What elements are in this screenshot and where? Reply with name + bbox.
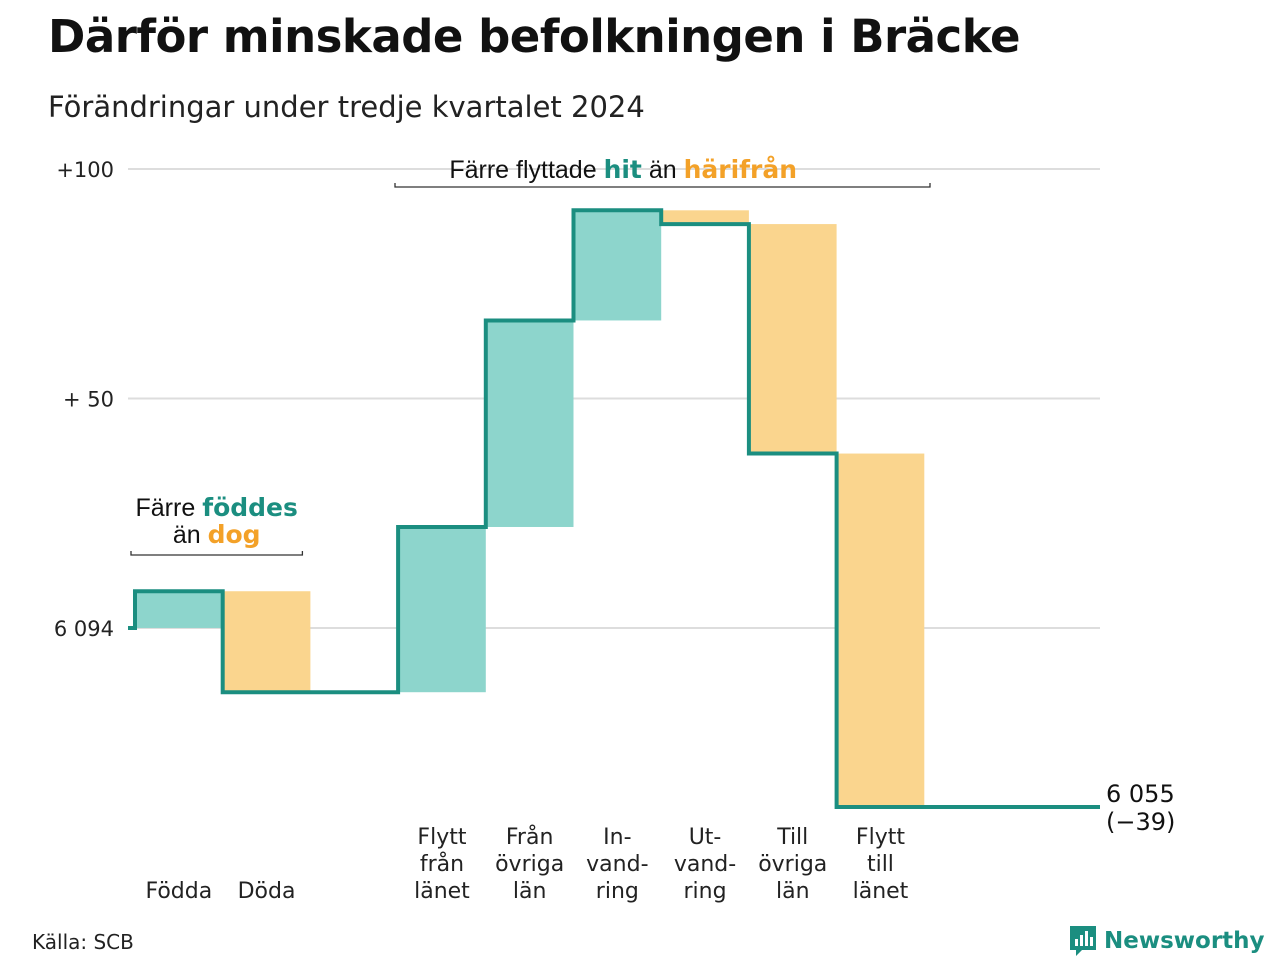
waterfall-bar — [748, 224, 837, 454]
category-label: övriga — [495, 852, 564, 877]
step-line — [128, 208, 1100, 809]
y-tick-label: 6 094 — [54, 617, 114, 641]
category-label: från — [420, 851, 464, 877]
category-label: Ut- — [689, 825, 722, 850]
y-tick-label: + 50 — [63, 387, 114, 411]
waterfall-bar — [135, 591, 223, 628]
end-value-label: 6 055 — [1106, 780, 1175, 808]
category-label: ring — [684, 879, 727, 904]
category-label: län — [776, 879, 810, 904]
bars — [135, 210, 925, 807]
annotation-part: hit — [604, 155, 642, 184]
cumulative-line — [128, 208, 1100, 809]
annotation-part: härifrån — [684, 155, 797, 184]
category-label: Döda — [238, 879, 296, 904]
category-label: länet — [853, 879, 909, 904]
category-label: Till — [776, 825, 808, 850]
chart-subtitle: Förändringar under tredje kvartalet 2024 — [48, 90, 645, 124]
source-note: Källa: SCB — [32, 930, 134, 954]
category-label: till — [867, 852, 894, 877]
annotation-part: Färre flyttade — [449, 156, 603, 184]
annotation-line: Färre flyttade hit än härifrån — [449, 155, 797, 184]
waterfall-bar — [222, 591, 311, 693]
category-label: In- — [603, 825, 631, 850]
category-label: vand- — [586, 852, 648, 877]
annotation-part: än — [173, 521, 208, 549]
category-label: övriga — [758, 852, 827, 877]
waterfall-bar — [661, 210, 749, 225]
brand-logo: Newsworthy — [1068, 924, 1265, 958]
waterfall-bar — [398, 526, 486, 693]
bar-chart-speech-bubble-icon — [1070, 926, 1096, 956]
category-label: Från — [506, 824, 554, 850]
waterfall-bar — [836, 453, 925, 807]
chart-title: Därför minskade befolkningen i Bräcke — [48, 10, 1020, 63]
brand-name: Newsworthy — [1104, 928, 1265, 954]
y-tick-label: +100 — [56, 158, 114, 182]
annotation-line: än dog — [173, 520, 261, 549]
annotation-part: dog — [208, 520, 261, 549]
category-label: ring — [596, 879, 639, 904]
annotation-part: än — [642, 156, 684, 184]
end-value-label: (−39) — [1106, 808, 1175, 836]
annotation-part: Färre — [136, 494, 203, 522]
waterfall-bar — [485, 320, 574, 527]
category-label: vand- — [674, 852, 736, 877]
category-label: Flytt — [856, 825, 905, 850]
annotation-bracket — [130, 551, 304, 556]
waterfall-bar — [573, 210, 662, 321]
category-label: Flytt — [417, 825, 466, 850]
annotation-bracket — [394, 183, 931, 188]
category-label: Födda — [145, 879, 212, 904]
category-label: län — [513, 879, 547, 904]
category-label: länet — [414, 879, 470, 904]
annotation-part: föddes — [202, 493, 298, 522]
annotation-line: Färre föddes — [136, 493, 298, 522]
